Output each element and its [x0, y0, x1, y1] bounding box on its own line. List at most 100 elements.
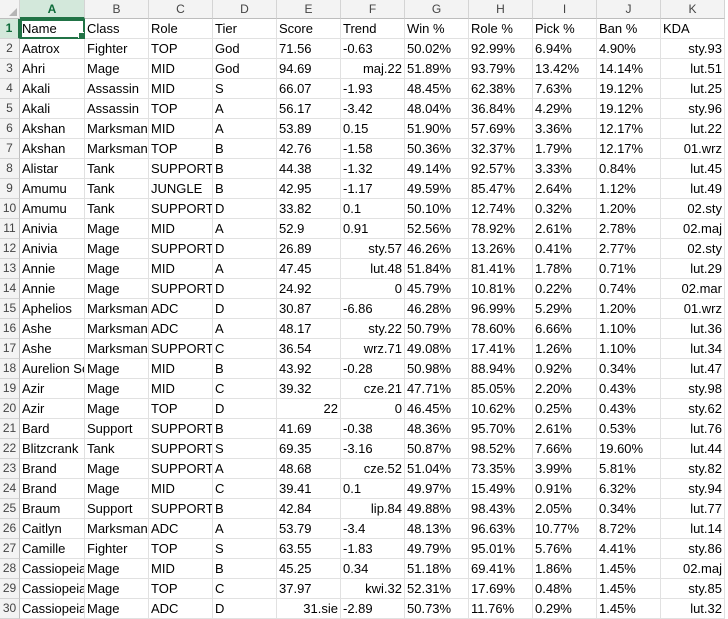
cell-e29[interactable]: 37.97	[277, 579, 341, 599]
cell-d24[interactable]: C	[213, 479, 277, 499]
cell-c13[interactable]: MID	[149, 259, 213, 279]
cell-c16[interactable]: ADC	[149, 319, 213, 339]
cell-g20[interactable]: 46.45%	[405, 399, 469, 419]
cell-b7[interactable]: Marksman	[85, 139, 149, 159]
cell-c18[interactable]: MID	[149, 359, 213, 379]
cell-h15[interactable]: 96.99%	[469, 299, 533, 319]
cell-j4[interactable]: 19.12%	[597, 79, 661, 99]
cell-d29[interactable]: C	[213, 579, 277, 599]
cell-k8[interactable]: lut.45	[661, 159, 725, 179]
cell-c7[interactable]: TOP	[149, 139, 213, 159]
cell-c27[interactable]: TOP	[149, 539, 213, 559]
cell-d23[interactable]: A	[213, 459, 277, 479]
cell-g22[interactable]: 50.87%	[405, 439, 469, 459]
cell-b11[interactable]: Mage	[85, 219, 149, 239]
cell-j5[interactable]: 19.12%	[597, 99, 661, 119]
cell-e2[interactable]: 71.56	[277, 39, 341, 59]
cell-k21[interactable]: lut.76	[661, 419, 725, 439]
cell-a3[interactable]: Ahri	[20, 59, 85, 79]
row-header-16[interactable]: 16	[0, 319, 20, 339]
cell-a11[interactable]: Anivia	[20, 219, 85, 239]
cell-e3[interactable]: 94.69	[277, 59, 341, 79]
cell-b27[interactable]: Fighter	[85, 539, 149, 559]
cell-e9[interactable]: 42.95	[277, 179, 341, 199]
cell-c30[interactable]: ADC	[149, 599, 213, 619]
cell-g23[interactable]: 51.04%	[405, 459, 469, 479]
cell-j11[interactable]: 2.78%	[597, 219, 661, 239]
cell-b26[interactable]: Marksman	[85, 519, 149, 539]
cell-e25[interactable]: 42.84	[277, 499, 341, 519]
cell-h6[interactable]: 57.69%	[469, 119, 533, 139]
cell-i12[interactable]: 0.41%	[533, 239, 597, 259]
cell-a5[interactable]: Akali	[20, 99, 85, 119]
row-header-4[interactable]: 4	[0, 79, 20, 99]
cell-g24[interactable]: 49.97%	[405, 479, 469, 499]
cell-h30[interactable]: 11.76%	[469, 599, 533, 619]
cell-h13[interactable]: 81.41%	[469, 259, 533, 279]
cell-i30[interactable]: 0.29%	[533, 599, 597, 619]
cell-d27[interactable]: S	[213, 539, 277, 559]
cell-j22[interactable]: 19.60%	[597, 439, 661, 459]
cell-e18[interactable]: 43.92	[277, 359, 341, 379]
row-header-7[interactable]: 7	[0, 139, 20, 159]
row-header-3[interactable]: 3	[0, 59, 20, 79]
cell-k18[interactable]: lut.47	[661, 359, 725, 379]
cell-g12[interactable]: 46.26%	[405, 239, 469, 259]
cell-b14[interactable]: Mage	[85, 279, 149, 299]
cell-d12[interactable]: D	[213, 239, 277, 259]
cell-c21[interactable]: SUPPORT	[149, 419, 213, 439]
column-header-e[interactable]: E	[277, 0, 341, 19]
header-cell-j[interactable]: Ban %	[597, 19, 661, 39]
cell-d2[interactable]: God	[213, 39, 277, 59]
row-header-19[interactable]: 19	[0, 379, 20, 399]
cell-a21[interactable]: Bard	[20, 419, 85, 439]
cell-i2[interactable]: 6.94%	[533, 39, 597, 59]
cell-g28[interactable]: 51.18%	[405, 559, 469, 579]
cell-a28[interactable]: Cassiopeia	[20, 559, 85, 579]
cell-k29[interactable]: sty.85	[661, 579, 725, 599]
cell-e15[interactable]: 30.87	[277, 299, 341, 319]
cell-e5[interactable]: 56.17	[277, 99, 341, 119]
cell-b30[interactable]: Mage	[85, 599, 149, 619]
cell-c9[interactable]: JUNGLE	[149, 179, 213, 199]
cell-b22[interactable]: Tank	[85, 439, 149, 459]
cell-f12[interactable]: sty.57	[341, 239, 405, 259]
cell-j7[interactable]: 12.17%	[597, 139, 661, 159]
cell-d4[interactable]: S	[213, 79, 277, 99]
cell-i7[interactable]: 1.79%	[533, 139, 597, 159]
cell-c22[interactable]: SUPPORT	[149, 439, 213, 459]
cell-h28[interactable]: 69.41%	[469, 559, 533, 579]
cell-a7[interactable]: Akshan	[20, 139, 85, 159]
cell-k11[interactable]: 02.maj	[661, 219, 725, 239]
cell-j13[interactable]: 0.71%	[597, 259, 661, 279]
cell-k22[interactable]: lut.44	[661, 439, 725, 459]
cell-a17[interactable]: Ashe	[20, 339, 85, 359]
row-header-22[interactable]: 22	[0, 439, 20, 459]
cell-j30[interactable]: 1.45%	[597, 599, 661, 619]
row-header-18[interactable]: 18	[0, 359, 20, 379]
cell-g26[interactable]: 48.13%	[405, 519, 469, 539]
row-header-10[interactable]: 10	[0, 199, 20, 219]
cell-i22[interactable]: 7.66%	[533, 439, 597, 459]
cell-f27[interactable]: -1.83	[341, 539, 405, 559]
cell-j8[interactable]: 0.84%	[597, 159, 661, 179]
cell-i26[interactable]: 10.77%	[533, 519, 597, 539]
cell-e28[interactable]: 45.25	[277, 559, 341, 579]
cell-a16[interactable]: Ashe	[20, 319, 85, 339]
cell-i20[interactable]: 0.25%	[533, 399, 597, 419]
cell-c5[interactable]: TOP	[149, 99, 213, 119]
cell-h4[interactable]: 62.38%	[469, 79, 533, 99]
cell-h26[interactable]: 96.63%	[469, 519, 533, 539]
cell-e20[interactable]: 22	[277, 399, 341, 419]
header-cell-c[interactable]: Role	[149, 19, 213, 39]
cell-h18[interactable]: 88.94%	[469, 359, 533, 379]
cell-j28[interactable]: 1.45%	[597, 559, 661, 579]
cell-b3[interactable]: Mage	[85, 59, 149, 79]
header-cell-h[interactable]: Role %	[469, 19, 533, 39]
cell-a26[interactable]: Caitlyn	[20, 519, 85, 539]
cell-f10[interactable]: 0.1	[341, 199, 405, 219]
header-cell-k[interactable]: KDA	[661, 19, 725, 39]
cell-f21[interactable]: -0.38	[341, 419, 405, 439]
cell-i27[interactable]: 5.76%	[533, 539, 597, 559]
cell-j17[interactable]: 1.10%	[597, 339, 661, 359]
